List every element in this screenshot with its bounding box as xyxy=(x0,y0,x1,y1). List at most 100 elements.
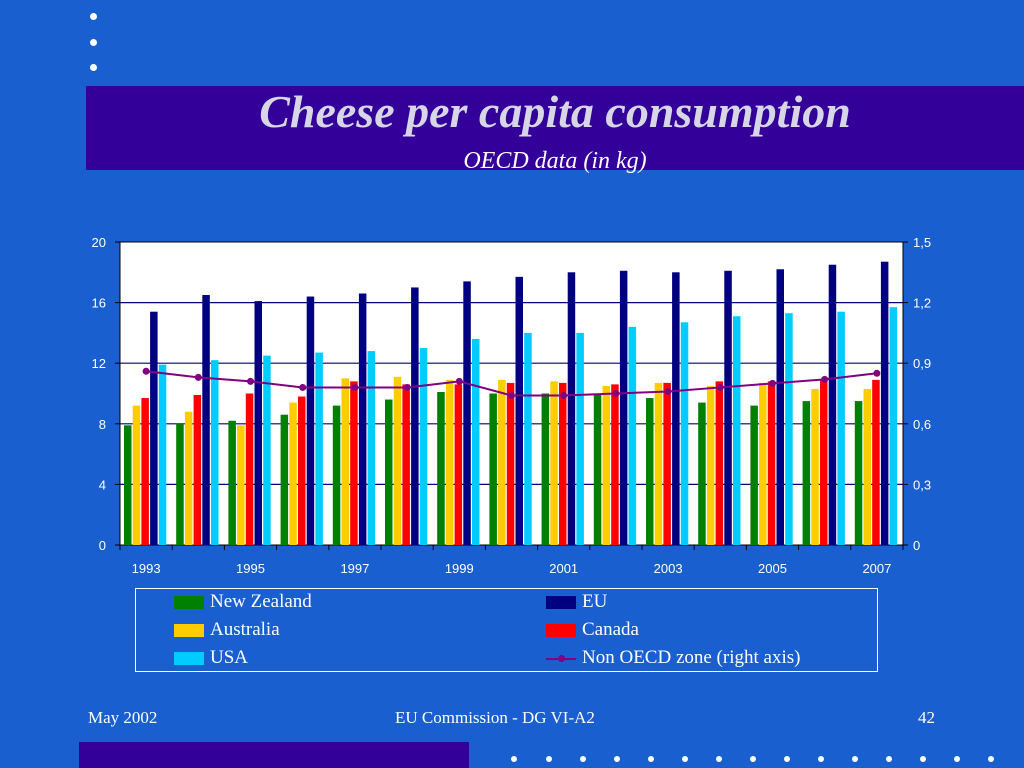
bar xyxy=(724,270,732,545)
y2-tick-label: 1,2 xyxy=(913,296,931,311)
bar xyxy=(863,388,871,545)
bar xyxy=(593,395,602,545)
bar xyxy=(306,296,315,545)
bar xyxy=(680,322,689,545)
legend-label: Australia xyxy=(210,619,280,640)
y2-tick-label: 1,5 xyxy=(913,235,931,250)
bar xyxy=(541,393,550,545)
legend-swatch xyxy=(174,595,204,609)
legend-item-new-zealand: New Zealand xyxy=(174,590,312,614)
bar xyxy=(158,364,167,545)
line-point xyxy=(612,390,620,397)
y-tick-label: 16 xyxy=(92,296,106,311)
legend-label: USA xyxy=(210,647,249,668)
decor-dot xyxy=(784,756,790,762)
bar xyxy=(393,376,402,545)
legend-swatch xyxy=(174,651,204,665)
line-point xyxy=(508,392,515,400)
decor-dot xyxy=(648,756,654,762)
decor-dot xyxy=(90,39,97,46)
x-tick-label: 1993 xyxy=(132,561,161,576)
x-tick-label: 1995 xyxy=(236,561,265,576)
decor-dot xyxy=(682,756,688,762)
bar xyxy=(132,405,141,545)
bar xyxy=(663,382,671,545)
bar xyxy=(889,307,898,545)
slide-title: Cheese per capita consumption xyxy=(259,86,851,137)
line-point xyxy=(403,383,411,391)
x-tick-label: 2003 xyxy=(654,561,683,576)
bar xyxy=(654,382,663,545)
x-tick-label: 1999 xyxy=(445,561,474,576)
bar xyxy=(124,425,132,545)
footer-date: May 2002 xyxy=(88,708,158,727)
y-tick-label: 20 xyxy=(92,235,106,250)
y-tick-label: 8 xyxy=(99,417,106,432)
bar xyxy=(820,379,828,545)
bar xyxy=(576,332,584,545)
bar xyxy=(193,395,202,545)
line-point xyxy=(247,377,254,385)
footer-organization: EU Commission - DG VI-A2 xyxy=(395,708,595,727)
bar xyxy=(489,393,497,545)
legend-item-non-oecd: Non OECD zone (right axis) xyxy=(546,646,800,670)
bar xyxy=(385,399,393,545)
bar xyxy=(872,379,880,545)
bar xyxy=(759,382,767,545)
legend-item-australia: Australia xyxy=(174,618,280,642)
decor-dot xyxy=(716,756,722,762)
bottom-band xyxy=(79,742,469,768)
line-point xyxy=(664,387,672,395)
y2-tick-label: 0 xyxy=(913,538,920,553)
line-point xyxy=(821,375,829,383)
x-tick-label: 2005 xyxy=(758,561,787,576)
bar xyxy=(402,384,410,545)
line-point xyxy=(351,383,359,391)
bar xyxy=(254,301,262,545)
line-point xyxy=(873,369,881,377)
bar xyxy=(811,388,819,545)
bar xyxy=(289,402,297,545)
decor-dot xyxy=(920,756,926,762)
bar xyxy=(506,382,515,545)
bar xyxy=(367,351,376,545)
bar xyxy=(733,316,741,545)
bar xyxy=(315,352,323,545)
decor-dot xyxy=(988,756,994,762)
bar xyxy=(202,295,210,545)
bar xyxy=(150,311,158,545)
bar xyxy=(332,405,341,545)
bar xyxy=(880,261,889,545)
bar xyxy=(211,360,219,545)
y-tick-label: 0 xyxy=(99,538,106,553)
bar xyxy=(602,385,610,545)
legend-label: Canada xyxy=(582,619,639,640)
bar xyxy=(524,332,532,545)
legend-line-marker xyxy=(546,652,576,665)
legend-item-usa: USA xyxy=(174,646,248,670)
legend-label: EU xyxy=(582,591,608,612)
legend-swatch xyxy=(546,623,576,637)
decor-dot xyxy=(750,756,756,762)
legend-item-eu: EU xyxy=(546,590,607,614)
bar xyxy=(341,378,349,545)
bar xyxy=(785,313,793,545)
bar xyxy=(419,348,428,545)
bar xyxy=(298,396,306,545)
bar xyxy=(706,385,715,545)
bar xyxy=(445,379,454,545)
title-band xyxy=(86,86,1024,170)
line-point xyxy=(769,379,776,387)
bar xyxy=(802,401,811,545)
slide-subtitle: OECD data (in kg) xyxy=(463,148,647,174)
bar xyxy=(280,414,289,545)
bar xyxy=(698,402,706,545)
bar xyxy=(628,326,637,545)
bar xyxy=(646,398,654,545)
bar xyxy=(263,355,271,545)
bar xyxy=(611,384,619,545)
line-point xyxy=(142,367,150,375)
legend-swatch xyxy=(174,623,204,637)
bar xyxy=(672,272,680,545)
decor-dot xyxy=(90,13,97,20)
